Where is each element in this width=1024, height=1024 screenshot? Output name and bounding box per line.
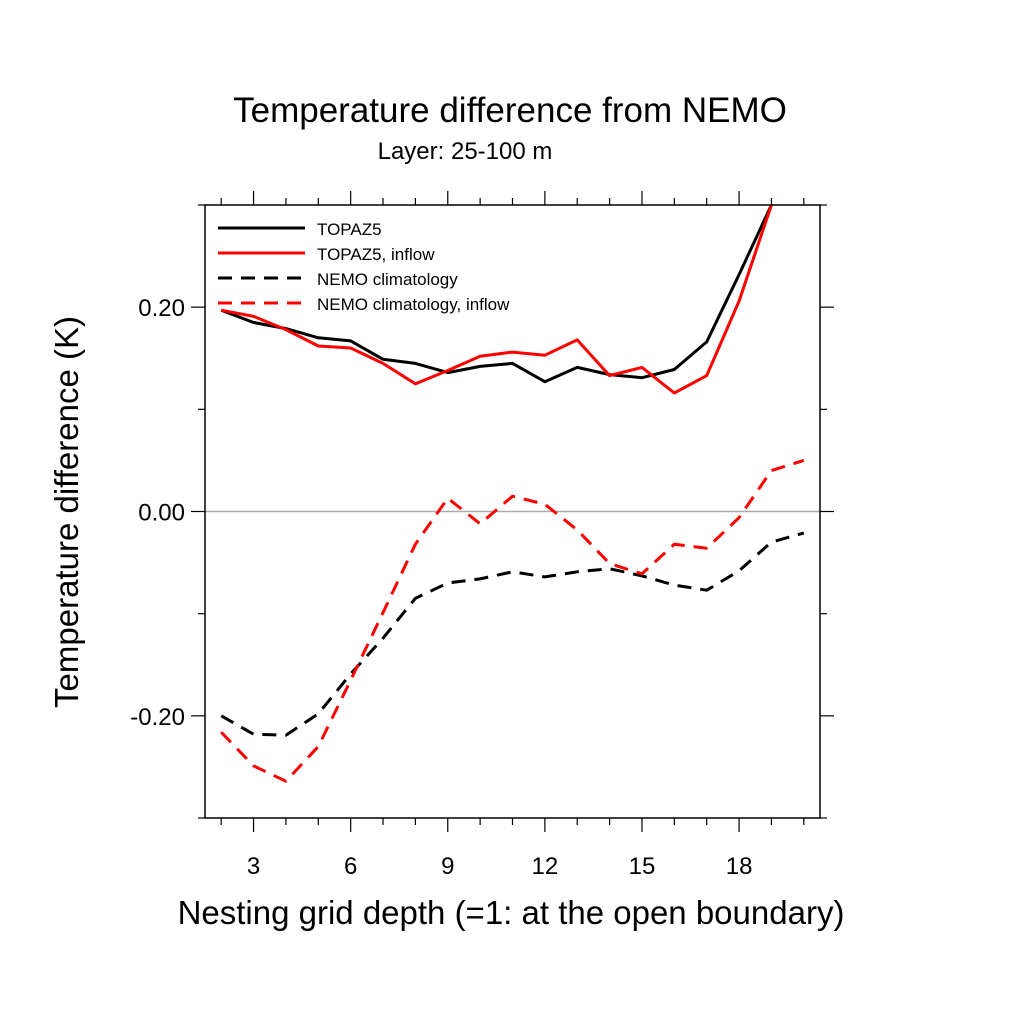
y-tick-label: -0.20 [130, 704, 185, 731]
chart-title: Temperature difference from NEMO [233, 91, 787, 130]
x-tick-label: 12 [532, 853, 559, 880]
series-line-3 [220, 531, 805, 737]
series-line-1 [220, 205, 773, 384]
x-tick-label: 18 [726, 853, 753, 880]
y-tick-label: 0.20 [138, 295, 185, 322]
legend-label-2: TOPAZ5, inflow [317, 245, 435, 264]
series-line-2 [220, 205, 773, 395]
x-tick-label: 6 [344, 853, 357, 880]
x-tick-label: 15 [629, 853, 656, 880]
legend-label-1: TOPAZ5 [317, 220, 382, 239]
legend-label-3: NEMO climatology [317, 270, 458, 289]
y-tick-label: 0.00 [138, 500, 185, 527]
x-tick-label: 9 [441, 853, 454, 880]
x-tick-label: 3 [247, 853, 260, 880]
legend-label-4: NEMO climatology, inflow [317, 295, 510, 314]
y-axis-label: Temperature difference (K) [48, 316, 85, 708]
series-line-4 [220, 458, 805, 783]
chart-subtitle: Layer: 25-100 m [378, 138, 553, 165]
x-axis-label: Nesting grid depth (=1: at the open boun… [178, 894, 845, 931]
plot-area: -0.20 0.00 0.20 3 6 9 12 15 18 TOPAZ5 TOPAZ5, infl… [130, 191, 834, 880]
